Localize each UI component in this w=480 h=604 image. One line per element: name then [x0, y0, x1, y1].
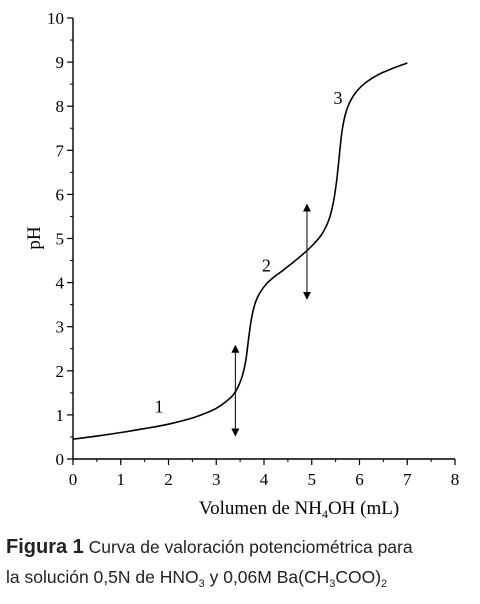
x-axis-label-part-1: Volumen de NH	[199, 498, 322, 519]
region-label: 2	[262, 256, 271, 276]
curve-group	[72, 62, 408, 440]
y-tick-label: 2	[56, 362, 65, 381]
axes: 0 1 2 3 4 5 6 7 8 9 10 0 1 2 3 4 5 6 7 8	[47, 9, 459, 489]
figure-caption: Figura 1 Curva de valoración potenciomét…	[6, 532, 476, 592]
y-tick-label: 7	[56, 141, 65, 160]
y-tick-label: 10	[47, 9, 64, 28]
x-tick-label: 7	[403, 470, 412, 489]
annotations: 1 2 3	[154, 88, 343, 437]
x-axis-label-sub: 4	[322, 507, 328, 520]
x-tick-label: 3	[212, 470, 221, 489]
y-tick-label: 6	[56, 185, 65, 204]
caption-line-2: la solución 0,5N de HNO3 y 0,06M Ba(CH3C…	[6, 562, 476, 592]
y-tick-label: 9	[56, 53, 65, 72]
x-tick-label: 1	[117, 470, 126, 489]
x-tick-label: 6	[355, 470, 364, 489]
x-axis-label-part-2: OH (mL)	[328, 498, 399, 519]
y-tick-label: 5	[56, 230, 65, 249]
caption-sub-3: 2	[381, 578, 388, 590]
y-tick-label: 8	[56, 97, 65, 116]
x-tick-label: 0	[69, 470, 78, 489]
x-tick-label: 5	[308, 470, 317, 489]
titration-curve	[72, 62, 408, 440]
titration-chart: 0 1 2 3 4 5 6 7 8 9 10 0 1 2 3 4 5 6 7 8 1 2 3 pH Volumen de …	[24, 9, 459, 520]
y-tick-label: 1	[56, 406, 65, 425]
region-label: 1	[154, 397, 163, 417]
caption-sub-1: 3	[198, 578, 205, 590]
caption-text-2b: y 0,06M Ba(CH	[204, 567, 330, 587]
caption-label: Figura 1	[6, 536, 84, 558]
region-label: 3	[334, 88, 343, 108]
x-tick-label: 2	[164, 470, 173, 489]
x-tick-label: 8	[451, 470, 460, 489]
x-tick-label: 4	[260, 470, 269, 489]
caption-line-1: Figura 1 Curva de valoración potenciomét…	[6, 532, 476, 562]
y-tick-label: 0	[56, 450, 65, 469]
y-tick-label: 3	[56, 318, 65, 337]
caption-text-2a: la solución 0,5N de HNO	[6, 567, 199, 587]
caption-text-1: Curva de valoración potenciométrica para	[88, 537, 413, 557]
x-axis-label: Volumen de NH4OH (mL)	[199, 498, 399, 520]
y-tick-label: 4	[56, 274, 65, 293]
caption-sub-2: 3	[329, 578, 336, 590]
y-axis-label: pH	[24, 226, 45, 250]
caption-text-2c: COO)	[335, 567, 382, 587]
